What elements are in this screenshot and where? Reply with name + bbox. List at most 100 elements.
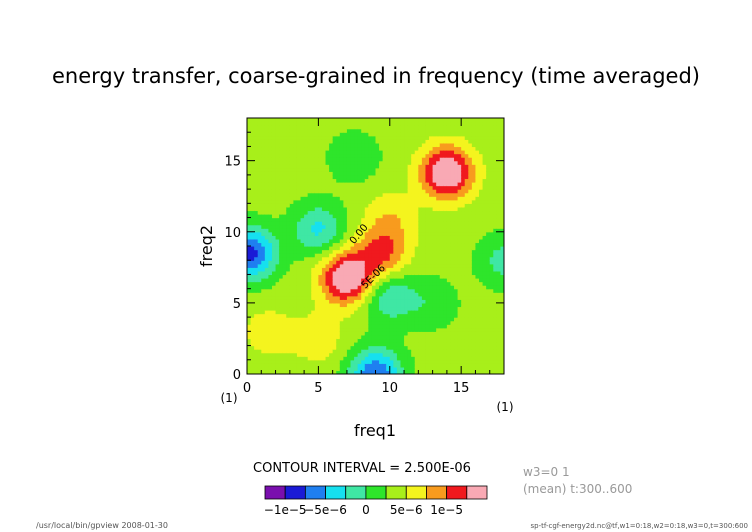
heatmap-cell: [486, 142, 491, 148]
heatmap-cell: [289, 217, 294, 222]
heatmap-cell: [296, 231, 302, 236]
heatmap-cell: [343, 178, 348, 183]
heatmap-cell: [325, 320, 330, 325]
heatmap-cell: [350, 206, 355, 212]
heatmap-cell: [479, 270, 484, 276]
heatmap-cell: [336, 320, 341, 325]
heatmap-cell: [464, 370, 469, 374]
heatmap-cell: [346, 196, 352, 201]
heatmap-cell: [382, 295, 387, 300]
heatmap-cell: [468, 185, 473, 190]
heatmap-cell: [375, 182, 380, 187]
heatmap-cell: [336, 238, 341, 244]
heatmap-cell: [482, 295, 487, 300]
heatmap-cell: [332, 359, 337, 364]
heatmap-cell: [271, 221, 277, 226]
heatmap-cell: [357, 167, 362, 172]
heatmap-cell: [482, 203, 487, 208]
heatmap-cell: [418, 270, 423, 276]
heatmap-cell: [375, 221, 380, 226]
heatmap-cell: [446, 352, 452, 357]
heatmap-cell: [275, 352, 280, 357]
heatmap-cell: [354, 221, 359, 226]
heatmap-cell: [254, 310, 259, 315]
heatmap-cell: [339, 246, 344, 251]
heatmap-cell: [429, 235, 434, 240]
heatmap-cell: [293, 249, 298, 254]
heatmap-cell: [482, 142, 487, 148]
heatmap-cell: [425, 171, 430, 176]
heatmap-cell: [371, 139, 377, 144]
heatmap-cell: [371, 359, 377, 364]
heatmap-cell: [271, 164, 277, 169]
heatmap-cell: [411, 167, 416, 172]
heatmap-cell: [446, 206, 452, 212]
heatmap-cell: [421, 174, 427, 180]
heatmap-cell: [471, 281, 477, 286]
heatmap-cell: [371, 178, 377, 183]
heatmap-cell: [257, 238, 262, 244]
heatmap-cell: [471, 356, 477, 361]
heatmap-cell: [250, 299, 255, 304]
heatmap-cell: [289, 203, 294, 208]
heatmap-cell: [304, 331, 309, 336]
heatmap-cell: [482, 238, 487, 244]
heatmap-cell: [414, 267, 419, 272]
heatmap-cell: [354, 327, 359, 332]
heatmap-cell: [364, 189, 369, 194]
heatmap-cell: [421, 146, 427, 151]
heatmap-cell: [432, 313, 437, 318]
heatmap-cell: [446, 139, 452, 144]
heatmap-cell: [361, 185, 366, 190]
heatmap-cell: [282, 118, 287, 123]
heatmap-cell: [300, 310, 305, 315]
heatmap-cell: [436, 128, 441, 133]
heatmap-cell: [321, 164, 327, 169]
heatmap-cell: [354, 299, 359, 304]
heatmap-cell: [443, 295, 448, 300]
heatmap-cell: [464, 288, 469, 293]
heatmap-cell: [375, 224, 380, 229]
heatmap-cell: [354, 118, 359, 123]
heatmap-cell: [404, 128, 409, 133]
heatmap-cell: [304, 174, 309, 180]
heatmap-cell: [389, 171, 394, 176]
heatmap-cell: [404, 157, 409, 162]
heatmap-cell: [421, 182, 427, 187]
heatmap-cell: [379, 256, 384, 261]
heatmap-cell: [321, 125, 327, 130]
heatmap-cell: [271, 235, 277, 240]
heatmap-cell: [275, 160, 280, 165]
heatmap-cell: [379, 118, 384, 123]
heatmap-cell: [289, 281, 294, 286]
heatmap-cell: [325, 199, 330, 204]
heatmap-cell: [247, 174, 252, 180]
heatmap-cell: [425, 192, 430, 197]
heatmap-cell: [250, 182, 255, 187]
heatmap-cell: [311, 171, 316, 176]
heatmap-cell: [354, 342, 359, 347]
heatmap-cell: [275, 235, 280, 240]
heatmap-cell: [261, 342, 266, 347]
heatmap-cell: [343, 359, 348, 364]
heatmap-cell: [257, 310, 262, 315]
heatmap-cell: [464, 256, 469, 261]
heatmap-cell: [479, 253, 484, 258]
heatmap-cell: [250, 338, 255, 343]
heatmap-cell: [421, 249, 427, 254]
heatmap-cell: [296, 167, 302, 172]
heatmap-cell: [364, 246, 369, 251]
heatmap-cell: [429, 157, 434, 162]
heatmap-cell: [271, 196, 277, 201]
heatmap-cell: [361, 210, 366, 215]
heatmap-cell: [425, 267, 430, 272]
heatmap-cell: [489, 345, 494, 350]
heatmap-cell: [414, 359, 419, 364]
heatmap-cell: [321, 306, 327, 311]
heatmap-cell: [371, 345, 377, 350]
heatmap-cell: [339, 160, 344, 165]
heatmap-cell: [318, 206, 323, 212]
heatmap-cell: [461, 150, 466, 155]
heatmap-cell: [382, 199, 387, 204]
heatmap-cell: [468, 167, 473, 172]
